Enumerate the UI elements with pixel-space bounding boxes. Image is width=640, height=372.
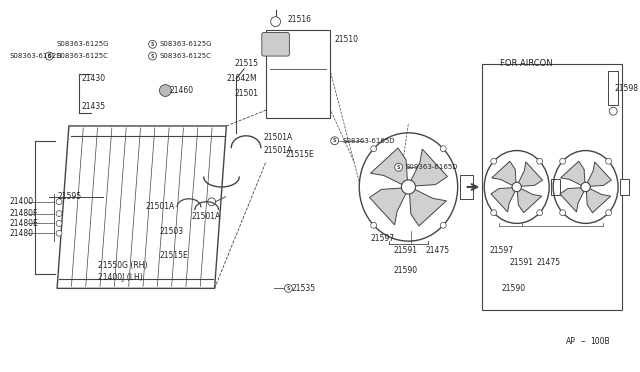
- Circle shape: [401, 180, 415, 194]
- Text: 21510: 21510: [335, 35, 358, 44]
- Circle shape: [56, 199, 62, 205]
- Text: 21535: 21535: [291, 284, 316, 293]
- Text: 21501: 21501: [234, 89, 259, 98]
- Text: 21501A: 21501A: [264, 133, 293, 142]
- Circle shape: [207, 198, 216, 206]
- Circle shape: [609, 107, 617, 115]
- Circle shape: [512, 182, 522, 192]
- Text: 21550G (RH): 21550G (RH): [99, 261, 148, 270]
- Text: 21591: 21591: [510, 258, 534, 267]
- Circle shape: [56, 221, 62, 226]
- Text: FOR AIRCON: FOR AIRCON: [500, 60, 552, 68]
- Polygon shape: [371, 148, 408, 185]
- Text: 21515: 21515: [234, 60, 259, 68]
- Text: S: S: [47, 54, 51, 58]
- Circle shape: [331, 137, 339, 145]
- Text: S: S: [151, 54, 154, 58]
- Text: 21515E: 21515E: [159, 251, 188, 260]
- Text: 21590: 21590: [502, 284, 526, 293]
- Polygon shape: [560, 187, 584, 212]
- Text: AP: AP: [566, 337, 576, 346]
- Circle shape: [605, 158, 612, 164]
- Text: 21400J (LH): 21400J (LH): [99, 273, 143, 282]
- Polygon shape: [586, 188, 611, 213]
- Polygon shape: [518, 162, 543, 186]
- Circle shape: [560, 158, 566, 164]
- Text: S08363-6162D: S08363-6162D: [10, 53, 62, 59]
- Circle shape: [440, 222, 446, 228]
- Text: 21597: 21597: [489, 247, 513, 256]
- Text: 21501A: 21501A: [192, 212, 221, 221]
- Bar: [483, 64, 622, 310]
- Polygon shape: [369, 188, 406, 225]
- Circle shape: [284, 285, 292, 292]
- Text: 21435: 21435: [82, 102, 106, 111]
- Bar: [551, 179, 560, 195]
- Text: 21400: 21400: [10, 197, 34, 206]
- Text: 21591: 21591: [394, 247, 418, 256]
- Circle shape: [440, 146, 446, 152]
- Text: 21501A: 21501A: [146, 202, 175, 211]
- Text: 21475: 21475: [536, 258, 561, 267]
- Circle shape: [560, 210, 566, 216]
- Circle shape: [537, 158, 543, 164]
- Circle shape: [537, 210, 543, 216]
- Circle shape: [148, 40, 157, 48]
- Text: S09363-6165D: S09363-6165D: [406, 164, 458, 170]
- Text: S: S: [151, 42, 154, 47]
- Circle shape: [45, 52, 53, 60]
- Text: 21480: 21480: [10, 229, 34, 238]
- Bar: [460, 175, 474, 199]
- Circle shape: [371, 222, 376, 228]
- Bar: [608, 71, 618, 105]
- Text: S08363-6125G: S08363-6125G: [56, 41, 109, 47]
- Circle shape: [581, 182, 590, 192]
- Text: 100B: 100B: [591, 337, 610, 346]
- Text: 21460: 21460: [170, 86, 193, 95]
- Text: 21595: 21595: [57, 192, 81, 201]
- Polygon shape: [517, 188, 541, 213]
- Bar: [266, 29, 330, 118]
- FancyBboxPatch shape: [262, 32, 289, 56]
- Text: S08363-6165D: S08363-6165D: [342, 138, 395, 144]
- Polygon shape: [587, 162, 611, 186]
- Text: --: --: [580, 337, 586, 346]
- Text: 21501A: 21501A: [264, 146, 293, 155]
- Text: 21475: 21475: [425, 247, 449, 256]
- Circle shape: [395, 163, 403, 171]
- Text: S08363-6125G: S08363-6125G: [159, 41, 212, 47]
- Text: S08363-6125C: S08363-6125C: [159, 53, 211, 59]
- Polygon shape: [57, 126, 227, 288]
- Text: 21642M: 21642M: [227, 74, 257, 83]
- Circle shape: [148, 52, 157, 60]
- Circle shape: [371, 146, 376, 152]
- Polygon shape: [492, 161, 516, 186]
- Polygon shape: [410, 189, 446, 226]
- Text: 21430: 21430: [82, 74, 106, 83]
- Polygon shape: [410, 149, 447, 186]
- Circle shape: [491, 158, 497, 164]
- Circle shape: [56, 211, 62, 217]
- Text: 21480E: 21480E: [10, 219, 38, 228]
- Bar: [620, 179, 629, 195]
- Text: S08363-6125C: S08363-6125C: [56, 53, 108, 59]
- Text: S: S: [397, 165, 401, 170]
- Polygon shape: [561, 161, 585, 186]
- Circle shape: [56, 230, 62, 236]
- Text: 21598: 21598: [614, 84, 638, 93]
- Text: 21590: 21590: [394, 266, 418, 275]
- Text: 21597: 21597: [370, 234, 394, 243]
- Text: 21516: 21516: [287, 15, 312, 24]
- Circle shape: [491, 210, 497, 216]
- Polygon shape: [491, 187, 515, 212]
- Circle shape: [605, 210, 612, 216]
- Circle shape: [159, 84, 172, 96]
- Text: 21503: 21503: [159, 227, 184, 236]
- Text: 21480F: 21480F: [10, 209, 38, 218]
- Text: S: S: [333, 138, 337, 143]
- Text: 21515E: 21515E: [285, 150, 314, 159]
- Text: S: S: [287, 286, 290, 291]
- Circle shape: [271, 17, 280, 26]
